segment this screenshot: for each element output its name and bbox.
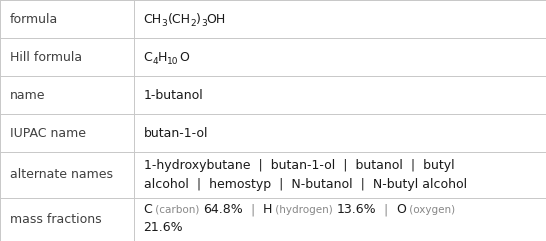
Text: H: H xyxy=(158,51,167,64)
Text: 10: 10 xyxy=(167,57,179,66)
Text: |: | xyxy=(376,203,396,216)
Text: 21.6%: 21.6% xyxy=(144,221,183,234)
Text: OH: OH xyxy=(207,13,226,26)
Text: 3: 3 xyxy=(201,19,207,28)
Text: 3: 3 xyxy=(162,19,168,28)
Text: 1-butanol: 1-butanol xyxy=(144,89,203,102)
Text: butan-1-ol: butan-1-ol xyxy=(144,127,208,140)
Text: 13.6%: 13.6% xyxy=(336,203,376,216)
Text: ): ) xyxy=(196,13,201,26)
Text: C: C xyxy=(144,203,152,216)
Text: C: C xyxy=(144,51,152,64)
Text: alternate names: alternate names xyxy=(10,168,113,181)
Text: 4: 4 xyxy=(152,57,158,66)
Text: (hydrogen): (hydrogen) xyxy=(272,205,336,215)
Text: O: O xyxy=(396,203,406,216)
Text: mass fractions: mass fractions xyxy=(10,213,102,226)
Text: O: O xyxy=(179,51,189,64)
Text: 64.8%: 64.8% xyxy=(203,203,243,216)
Text: (carbon): (carbon) xyxy=(152,205,203,215)
Text: 2: 2 xyxy=(191,19,196,28)
Text: 1-hydroxybutane  |  butan-1-ol  |  butanol  |  butyl: 1-hydroxybutane | butan-1-ol | butanol |… xyxy=(144,159,454,172)
Text: CH: CH xyxy=(144,13,162,26)
Text: H: H xyxy=(263,203,272,216)
Text: Hill formula: Hill formula xyxy=(10,51,82,64)
Text: (oxygen): (oxygen) xyxy=(406,205,455,215)
Text: (CH: (CH xyxy=(168,13,191,26)
Text: |: | xyxy=(243,203,263,216)
Text: IUPAC name: IUPAC name xyxy=(10,127,86,140)
Text: formula: formula xyxy=(10,13,58,26)
Text: alcohol  |  hemostyp  |  N-butanol  |  N-butyl alcohol: alcohol | hemostyp | N-butanol | N-butyl… xyxy=(144,178,467,191)
Text: name: name xyxy=(10,89,45,102)
